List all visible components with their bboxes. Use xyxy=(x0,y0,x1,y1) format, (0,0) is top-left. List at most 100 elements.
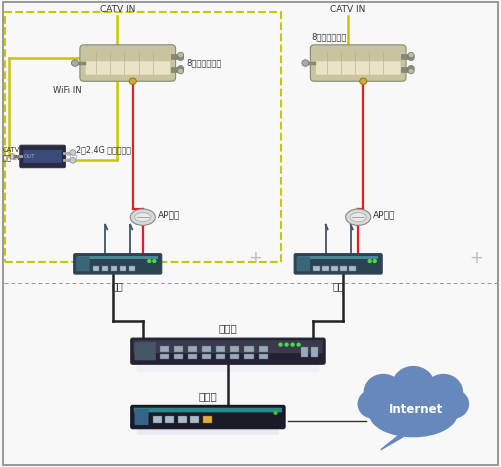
Bar xyxy=(202,346,211,352)
Circle shape xyxy=(70,157,76,163)
Bar xyxy=(174,354,183,359)
Circle shape xyxy=(368,260,371,262)
Circle shape xyxy=(438,390,468,418)
Ellipse shape xyxy=(130,209,155,225)
Bar xyxy=(93,266,99,271)
Circle shape xyxy=(424,375,462,410)
Circle shape xyxy=(178,53,184,59)
Circle shape xyxy=(72,60,79,66)
FancyBboxPatch shape xyxy=(316,61,400,75)
Text: CATV
天干 IN: CATV 天干 IN xyxy=(3,147,20,161)
Circle shape xyxy=(297,343,300,346)
Circle shape xyxy=(408,54,414,60)
Circle shape xyxy=(408,55,414,61)
Bar xyxy=(190,416,199,423)
Circle shape xyxy=(291,343,294,346)
Circle shape xyxy=(360,78,367,85)
FancyBboxPatch shape xyxy=(135,409,148,425)
Bar xyxy=(174,346,183,352)
Text: AP跳线: AP跳线 xyxy=(158,210,180,219)
Bar xyxy=(349,266,356,271)
FancyBboxPatch shape xyxy=(294,254,382,274)
Circle shape xyxy=(358,390,388,418)
FancyBboxPatch shape xyxy=(131,338,325,364)
Bar xyxy=(153,416,162,423)
FancyBboxPatch shape xyxy=(137,363,319,372)
Ellipse shape xyxy=(135,212,151,222)
Bar xyxy=(203,416,212,423)
Bar xyxy=(301,347,308,357)
Text: OUT: OUT xyxy=(66,155,79,160)
Circle shape xyxy=(148,260,151,262)
Circle shape xyxy=(373,260,376,262)
Bar xyxy=(178,416,187,423)
Text: 交换机: 交换机 xyxy=(218,323,237,333)
Polygon shape xyxy=(381,436,403,450)
Circle shape xyxy=(70,150,76,156)
Bar xyxy=(165,416,174,423)
Bar xyxy=(120,266,126,271)
FancyBboxPatch shape xyxy=(80,45,175,81)
Circle shape xyxy=(279,343,282,346)
Circle shape xyxy=(178,55,184,61)
Bar xyxy=(230,354,239,359)
Bar xyxy=(216,354,225,359)
Circle shape xyxy=(408,67,414,73)
FancyBboxPatch shape xyxy=(76,256,90,271)
Circle shape xyxy=(153,260,156,262)
Circle shape xyxy=(178,65,184,71)
FancyBboxPatch shape xyxy=(133,340,323,353)
Bar xyxy=(188,346,197,352)
Text: +: + xyxy=(248,249,263,267)
Circle shape xyxy=(408,65,414,71)
Ellipse shape xyxy=(350,212,366,222)
FancyBboxPatch shape xyxy=(135,342,156,360)
Bar xyxy=(340,266,347,271)
Text: +: + xyxy=(469,249,483,267)
Circle shape xyxy=(178,66,184,72)
Circle shape xyxy=(274,411,277,414)
Circle shape xyxy=(302,60,309,66)
Bar xyxy=(322,266,329,271)
Ellipse shape xyxy=(346,209,371,225)
Circle shape xyxy=(285,343,288,346)
Bar xyxy=(102,266,108,271)
Bar xyxy=(129,266,135,271)
Bar xyxy=(160,346,169,352)
Bar xyxy=(244,346,254,352)
FancyBboxPatch shape xyxy=(74,254,162,274)
Circle shape xyxy=(408,52,414,58)
Text: 8路混合分配器: 8路混合分配器 xyxy=(187,58,222,68)
FancyBboxPatch shape xyxy=(131,405,285,429)
Text: WiFi IN: WiFi IN xyxy=(53,86,81,95)
Text: 弱电: 弱电 xyxy=(112,281,124,291)
Text: 路由器: 路由器 xyxy=(198,392,217,402)
Text: CATV IN: CATV IN xyxy=(330,5,365,14)
FancyBboxPatch shape xyxy=(310,45,406,81)
Bar xyxy=(5,12,281,262)
FancyBboxPatch shape xyxy=(20,145,65,168)
Bar xyxy=(244,354,254,359)
Bar xyxy=(216,346,225,352)
Ellipse shape xyxy=(369,390,457,437)
Bar xyxy=(331,266,338,271)
Circle shape xyxy=(392,367,434,406)
Circle shape xyxy=(10,154,16,159)
Bar xyxy=(230,346,239,352)
Bar xyxy=(188,354,197,359)
FancyBboxPatch shape xyxy=(137,427,279,435)
Circle shape xyxy=(364,375,402,410)
FancyBboxPatch shape xyxy=(85,61,170,75)
Circle shape xyxy=(178,52,184,58)
Text: OUT: OUT xyxy=(24,154,35,159)
Circle shape xyxy=(178,68,184,74)
Text: Internet: Internet xyxy=(389,403,443,416)
Bar xyxy=(160,354,169,359)
Circle shape xyxy=(408,66,414,72)
FancyBboxPatch shape xyxy=(134,408,282,412)
Bar xyxy=(202,354,211,359)
Text: 8路混合分配器: 8路混合分配器 xyxy=(312,33,347,42)
Bar xyxy=(311,347,318,357)
Bar xyxy=(78,256,158,259)
FancyBboxPatch shape xyxy=(297,256,310,271)
